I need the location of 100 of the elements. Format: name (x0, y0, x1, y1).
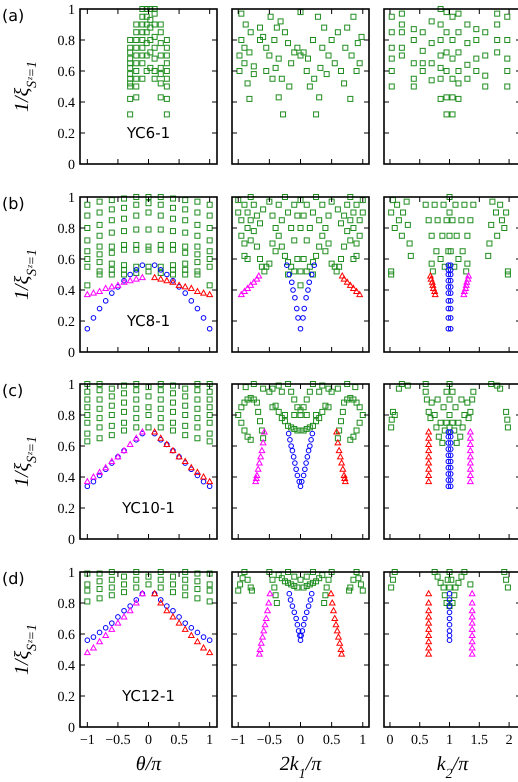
point (96, 468, 103, 475)
point (434, 574, 441, 580)
point (262, 615, 270, 621)
point (84, 637, 90, 643)
point (444, 217, 450, 224)
point (182, 584, 188, 590)
point (164, 277, 170, 284)
point (347, 584, 354, 590)
y-tick-label: 0.8 (58, 408, 75, 424)
point (271, 584, 278, 590)
point (446, 326, 452, 332)
point (334, 439, 342, 446)
point (404, 198, 410, 205)
point (448, 446, 454, 452)
point (293, 616, 299, 622)
point (266, 590, 274, 596)
point (448, 429, 454, 435)
point (235, 588, 242, 594)
point (188, 625, 194, 631)
point (396, 217, 402, 224)
point (467, 466, 474, 472)
point (158, 584, 164, 590)
point (428, 260, 435, 267)
point (294, 584, 300, 590)
point (158, 569, 164, 575)
y-tick-label: 1 (68, 190, 75, 206)
point (446, 306, 452, 312)
y-tick-label: 0 (68, 346, 75, 361)
point (439, 440, 446, 446)
point (256, 650, 263, 657)
point (448, 576, 454, 583)
point (444, 576, 451, 583)
point (206, 291, 213, 298)
point (303, 294, 309, 301)
point (451, 592, 458, 598)
point (470, 202, 476, 208)
point (96, 630, 102, 636)
point (96, 638, 103, 644)
point (157, 276, 164, 282)
point (463, 278, 470, 285)
point (248, 588, 255, 594)
point (182, 626, 188, 632)
point (446, 284, 452, 290)
point (126, 607, 134, 614)
point (294, 306, 300, 312)
point (446, 434, 452, 440)
point (452, 404, 458, 410)
point (460, 424, 466, 430)
point (326, 576, 332, 583)
point (206, 478, 213, 484)
point (446, 632, 452, 638)
point (350, 576, 356, 583)
point (300, 628, 306, 634)
y-tick-label: 0.4 (58, 96, 75, 111)
point (288, 443, 294, 449)
point (436, 434, 442, 440)
point (448, 290, 454, 296)
point (446, 597, 452, 603)
point (430, 284, 437, 291)
point (468, 632, 476, 638)
point (260, 439, 266, 446)
point (458, 217, 464, 224)
point (425, 428, 432, 435)
point (465, 272, 472, 279)
point (431, 288, 438, 294)
point (331, 615, 338, 621)
point (132, 600, 140, 606)
point (258, 640, 265, 646)
point (296, 478, 302, 484)
point (261, 428, 268, 435)
point (206, 484, 212, 490)
point (468, 600, 476, 606)
point (335, 634, 342, 640)
point (470, 388, 476, 395)
point (96, 570, 103, 577)
point (182, 283, 188, 290)
point (467, 440, 474, 447)
point (501, 225, 508, 231)
point (302, 616, 308, 622)
point (346, 588, 352, 594)
point (338, 460, 345, 466)
point (341, 475, 348, 482)
point (448, 434, 454, 440)
point (448, 306, 454, 312)
point (406, 240, 413, 246)
point (461, 412, 468, 418)
point (355, 575, 362, 582)
point (248, 584, 254, 590)
point (121, 574, 128, 580)
point (504, 424, 511, 430)
point (422, 381, 429, 387)
point (433, 424, 440, 430)
point (194, 468, 201, 475)
point (200, 290, 207, 296)
point (448, 458, 454, 464)
point (504, 268, 511, 274)
point (446, 315, 452, 321)
point (109, 460, 115, 466)
point (467, 581, 474, 588)
point (176, 284, 182, 290)
